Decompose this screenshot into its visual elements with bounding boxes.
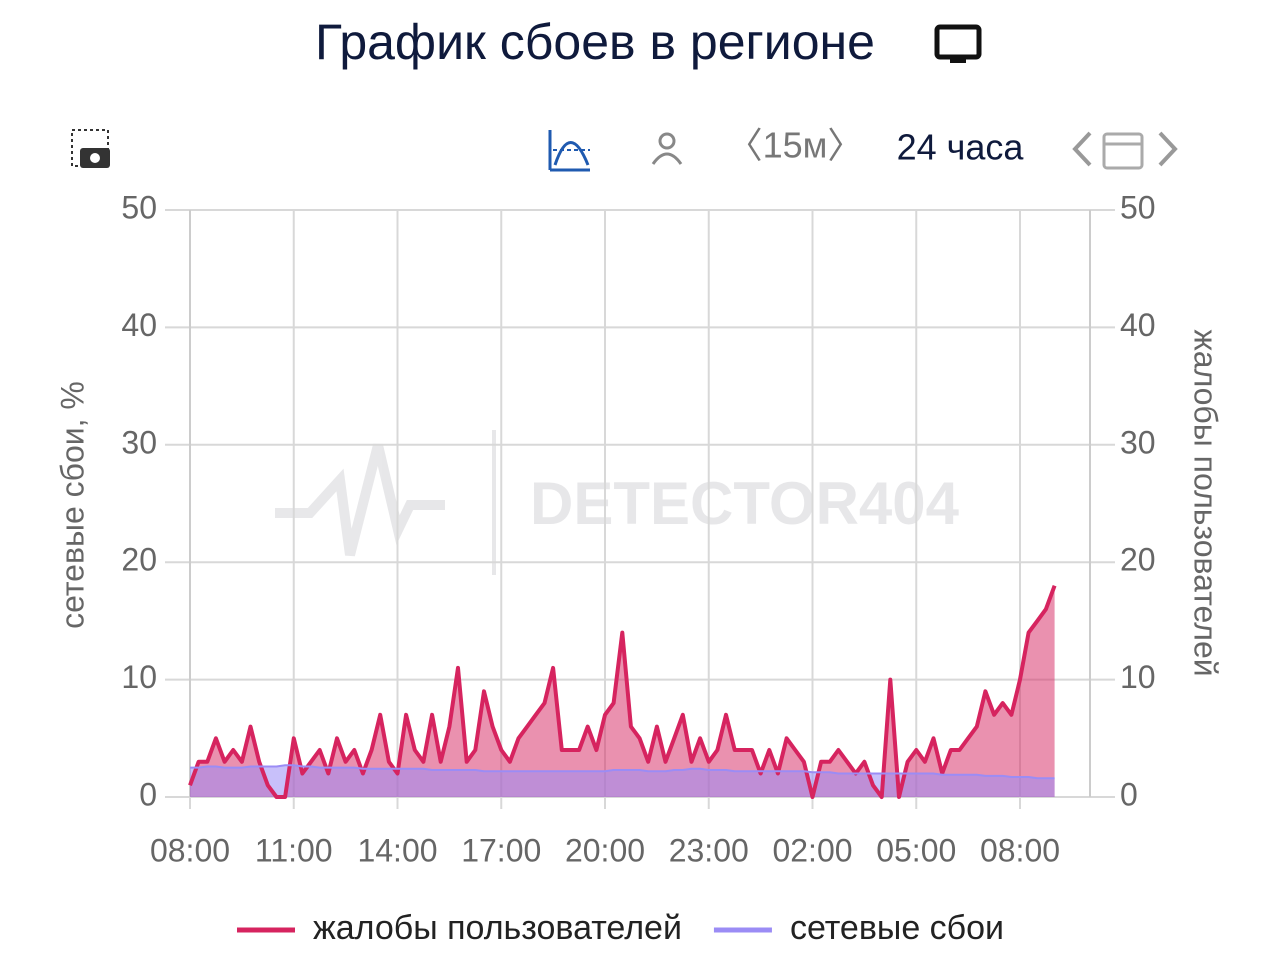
x-tick-label: 14:00: [357, 832, 437, 868]
screenshot-button[interactable]: [71, 129, 110, 168]
y2-axis-label: жалобы пользователей: [1188, 329, 1224, 676]
series-area: [190, 765, 1055, 797]
y-tick-label: 10: [121, 659, 157, 695]
curve-button[interactable]: [548, 130, 590, 172]
monitor-icon[interactable]: [934, 24, 982, 63]
legend-label: жалобы пользователей: [313, 909, 682, 947]
y2-tick-label: 20: [1120, 542, 1156, 578]
series-line: [190, 764, 1055, 780]
y-axis-label: сетевые сбои, %: [54, 381, 90, 629]
watermark-text: DETECTOR404: [530, 470, 960, 537]
user-button[interactable]: [651, 132, 683, 165]
watermark: DETECTOR404: [275, 430, 960, 575]
x-tick-label: 02:00: [772, 832, 852, 868]
title: График сбоев в регионе: [315, 14, 875, 70]
x-tick-label: 05:00: [876, 832, 956, 868]
legend-label: сетевые сбои: [790, 909, 1004, 947]
range-button[interactable]: 24 часа: [897, 127, 1025, 168]
y2-tick-label: 10: [1120, 659, 1156, 695]
y-tick-label: 40: [121, 307, 157, 343]
x-tick-label: 23:00: [669, 832, 749, 868]
y-tick-label: 0: [139, 776, 157, 812]
interval-button[interactable]: 〈15м〉: [727, 125, 864, 166]
x-tick-label: 20:00: [565, 832, 645, 868]
x-tick-label: 08:00: [980, 832, 1060, 868]
y-tick-label: 20: [121, 542, 157, 578]
x-tick-label: 08:00: [150, 832, 230, 868]
y2-tick-label: 50: [1120, 189, 1156, 225]
y-tick-label: 30: [121, 424, 157, 460]
y-tick-label: 50: [121, 189, 157, 225]
series-line: [188, 585, 1057, 799]
calendar-nav[interactable]: [1072, 131, 1178, 170]
x-tick-label: 17:00: [461, 832, 541, 868]
y2-tick-label: 0: [1120, 776, 1138, 812]
y2-tick-label: 40: [1120, 307, 1156, 343]
y2-tick-label: 30: [1120, 424, 1156, 460]
x-tick-label: 11:00: [255, 832, 333, 868]
series-area: [190, 585, 1055, 797]
